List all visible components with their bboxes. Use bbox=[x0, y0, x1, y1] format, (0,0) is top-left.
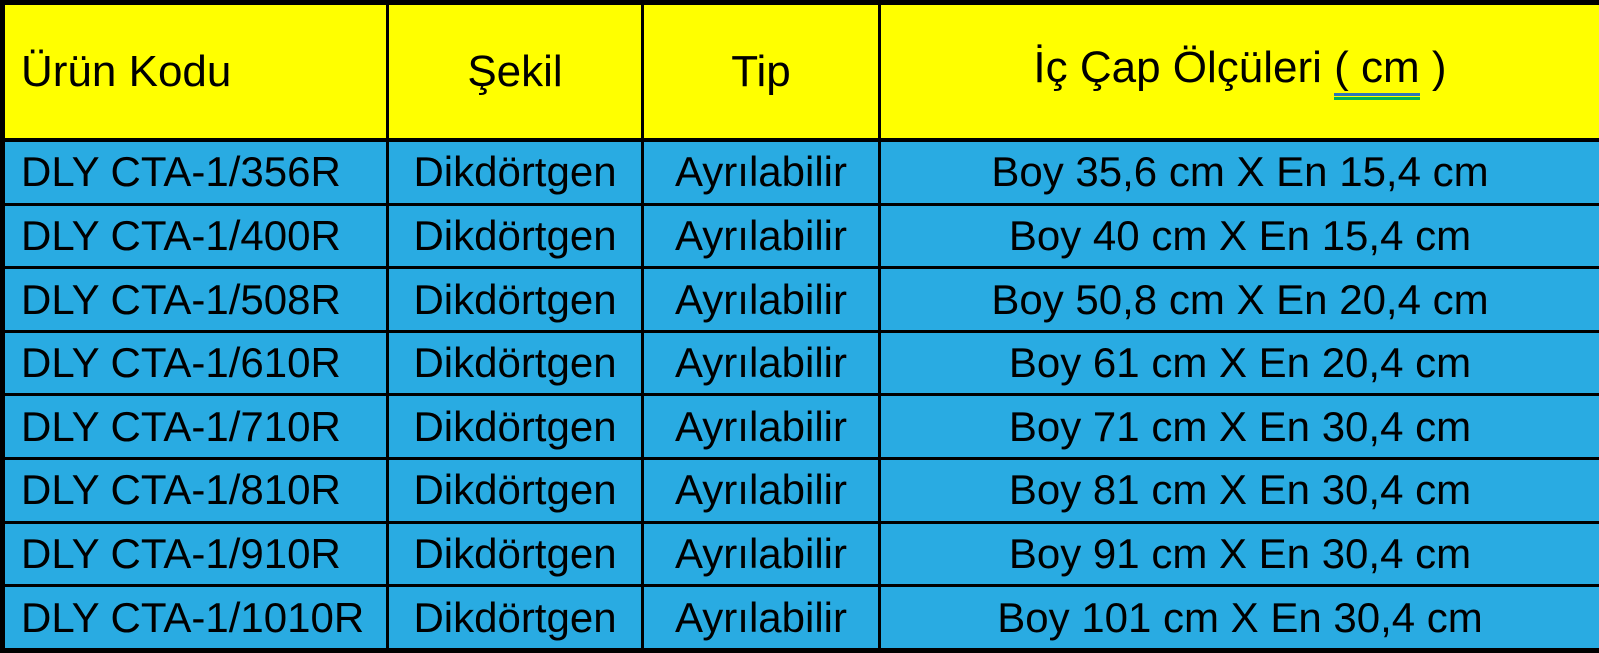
cell-dimensions: Boy 61 cm X En 20,4 cm bbox=[878, 329, 1599, 397]
table-row: DLY CTA-1/400R Dikdörtgen Ayrılabilir Bo… bbox=[1, 202, 1599, 270]
header-row: Ürün Kodu Şekil Tip İç Çap Ölçüleri ( cm… bbox=[1, 1, 1599, 142]
cell-shape: Dikdörtgen bbox=[386, 202, 644, 270]
table-row: DLY CTA-1/910R Dikdörtgen Ayrılabilir Bo… bbox=[1, 520, 1599, 588]
cell-type: Ayrılabilir bbox=[641, 329, 881, 397]
table-row: DLY CTA-1/810R Dikdörtgen Ayrılabilir Bo… bbox=[1, 457, 1599, 524]
cell-product-code: DLY CTA-1/400R bbox=[1, 202, 389, 270]
cell-product-code: DLY CTA-1/508R bbox=[1, 266, 389, 333]
cell-shape: Dikdörtgen bbox=[386, 393, 644, 461]
header-product-code: Ürün Kodu bbox=[1, 1, 389, 142]
cell-type: Ayrılabilir bbox=[641, 266, 881, 333]
cell-type: Ayrılabilir bbox=[641, 520, 881, 588]
header-shape: Şekil bbox=[386, 1, 644, 142]
cell-shape: Dikdörtgen bbox=[386, 520, 644, 588]
cell-dimensions: Boy 71 cm X En 30,4 cm bbox=[878, 393, 1599, 461]
cell-type: Ayrılabilir bbox=[641, 202, 881, 270]
header-dimensions-suffix: ) bbox=[1419, 43, 1447, 93]
cell-shape: Dikdörtgen bbox=[386, 329, 644, 397]
cell-product-code: DLY CTA-1/1010R bbox=[1, 584, 389, 652]
table-row: DLY CTA-1/610R Dikdörtgen Ayrılabilir Bo… bbox=[1, 329, 1599, 397]
table-header-row: Ürün Kodu Şekil Tip İç Çap Ölçüleri ( cm… bbox=[1, 1, 1599, 142]
cell-product-code: DLY CTA-1/710R bbox=[1, 393, 389, 461]
table-row: DLY CTA-1/1010R Dikdörtgen Ayrılabilir B… bbox=[1, 584, 1599, 652]
cell-dimensions: Boy 81 cm X En 30,4 cm bbox=[878, 457, 1599, 524]
cell-product-code: DLY CTA-1/910R bbox=[1, 520, 389, 588]
cell-shape: Dikdörtgen bbox=[386, 138, 644, 206]
cell-type: Ayrılabilir bbox=[641, 138, 881, 206]
cell-type: Ayrılabilir bbox=[641, 457, 881, 524]
cell-dimensions: Boy 40 cm X En 15,4 cm bbox=[878, 202, 1599, 270]
cell-product-code: DLY CTA-1/810R bbox=[1, 457, 389, 524]
cell-dimensions: Boy 35,6 cm X En 15,4 cm bbox=[878, 138, 1599, 206]
cell-shape: Dikdörtgen bbox=[386, 457, 644, 524]
table-row: DLY CTA-1/710R Dikdörtgen Ayrılabilir Bo… bbox=[1, 393, 1599, 461]
cell-shape: Dikdörtgen bbox=[386, 266, 644, 333]
table-body: DLY CTA-1/356R Dikdörtgen Ayrılabilir Bo… bbox=[1, 138, 1599, 652]
cell-dimensions: Boy 91 cm X En 30,4 cm bbox=[878, 520, 1599, 588]
cell-type: Ayrılabilir bbox=[641, 584, 881, 652]
cell-type: Ayrılabilir bbox=[641, 393, 881, 461]
cell-dimensions: Boy 50,8 cm X En 20,4 cm bbox=[878, 266, 1599, 333]
table-row: DLY CTA-1/508R Dikdörtgen Ayrılabilir Bo… bbox=[1, 266, 1599, 333]
cell-dimensions: Boy 101 cm X En 30,4 cm bbox=[878, 584, 1599, 652]
header-dimensions-prefix: İç Çap Ölçüleri bbox=[1033, 43, 1335, 93]
cell-product-code: DLY CTA-1/610R bbox=[1, 329, 389, 397]
header-dimensions: İç Çap Ölçüleri ( cm ) bbox=[878, 1, 1599, 142]
cm-double-underline: ( cm bbox=[1334, 45, 1420, 100]
cell-shape: Dikdörtgen bbox=[386, 584, 644, 652]
header-type: Tip bbox=[641, 1, 881, 142]
cell-product-code: DLY CTA-1/356R bbox=[1, 138, 389, 206]
header-dimensions-underlined: ( cm bbox=[1334, 45, 1420, 96]
table-row: DLY CTA-1/356R Dikdörtgen Ayrılabilir Bo… bbox=[1, 138, 1599, 206]
